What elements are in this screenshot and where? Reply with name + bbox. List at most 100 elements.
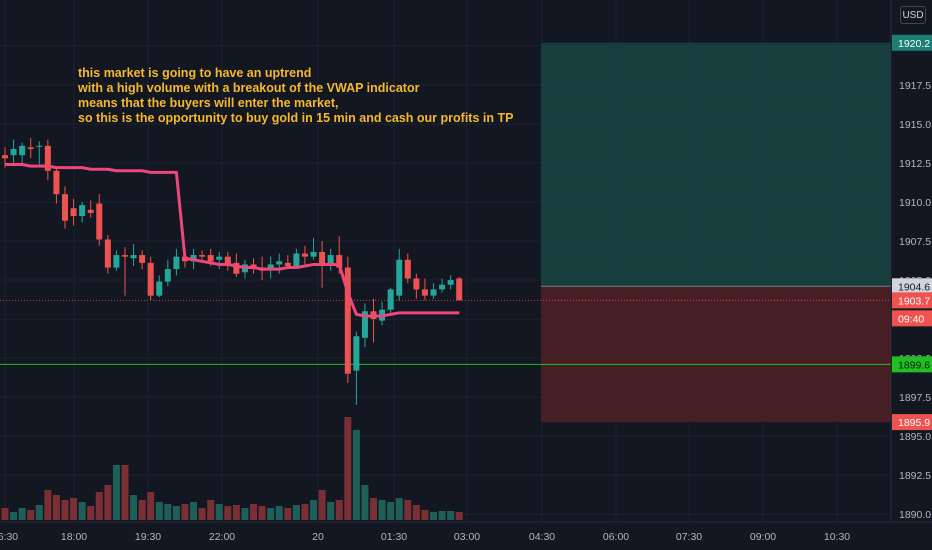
- volume-bar: [284, 508, 292, 520]
- volume-bar: [267, 508, 275, 520]
- volume-bar: [87, 506, 95, 520]
- candle-body: [353, 336, 360, 371]
- position-zones: [541, 42, 891, 423]
- candle-body: [44, 145, 51, 171]
- horizontal-line-label: 1899.6: [898, 359, 930, 371]
- bar-countdown-label-bg: [892, 310, 932, 327]
- volume-bar: [224, 506, 232, 520]
- candle-body: [139, 255, 146, 263]
- volume-bar: [275, 506, 283, 520]
- time-axis[interactable]: 16:30 18:00 19:30 22:00 20 01:30 03:00 04:30 06:…: [0, 521, 932, 550]
- volume-bar: [70, 498, 78, 520]
- candle-body: [413, 278, 420, 290]
- volume-bar: [387, 502, 395, 520]
- annotation-text[interactable]: this market is going to have an uptrend …: [78, 66, 538, 126]
- volume-bar: [232, 505, 240, 520]
- volume-bar: [207, 500, 215, 520]
- candle-body: [70, 208, 77, 217]
- volume-bar: [447, 511, 455, 520]
- price-axis[interactable]: 1890.01892.51895.01897.51900.01902.51905…: [890, 0, 932, 550]
- volume-bar: [215, 504, 223, 520]
- volume-bar: [95, 492, 103, 520]
- volume-bar: [35, 505, 43, 520]
- volume-bar: [190, 502, 198, 520]
- candle-body: [199, 255, 206, 257]
- candle-body: [53, 170, 60, 195]
- y-tick-label: 1907.5: [899, 236, 931, 248]
- candle-body: [233, 262, 240, 274]
- y-tick-label: 1892.5: [899, 470, 931, 482]
- candle-body: [301, 253, 308, 257]
- candle-body: [456, 278, 463, 301]
- candle-body: [447, 280, 454, 285]
- volume-bar: [198, 508, 206, 520]
- vwap-line: [5, 163, 460, 318]
- time-axis-bg: [0, 522, 932, 550]
- take-profit-zone: [541, 42, 891, 287]
- x-tick-label: 22:00: [209, 531, 235, 543]
- y-tick-label: 1910.0: [899, 197, 931, 209]
- price-labels: 1920.2 1904.6 1903.7 09:40 1899.6 1895.9: [892, 34, 932, 431]
- volume-bar: [138, 500, 146, 520]
- x-tick-label: 01:30: [381, 531, 407, 543]
- candle-body: [276, 261, 283, 265]
- volume-bar: [301, 504, 309, 520]
- bar-countdown-label: 09:40: [898, 313, 924, 325]
- candle-body: [147, 262, 154, 296]
- volume-bar: [455, 512, 463, 520]
- y-tick-label: 1897.5: [899, 392, 931, 404]
- candle-body: [336, 255, 343, 268]
- candle-body: [19, 145, 26, 156]
- volume-bar: [335, 500, 343, 520]
- y-tick-label: 1912.5: [899, 158, 931, 170]
- take-profit-label: 1920.2: [898, 38, 930, 50]
- candle-body: [396, 259, 403, 296]
- candle-body: [130, 255, 137, 259]
- candle-body: [27, 147, 34, 149]
- y-tick-label: 1917.5: [899, 80, 931, 92]
- last-price-label-bg: [892, 292, 932, 309]
- last-price-label: 1903.7: [898, 295, 930, 307]
- volume-bar: [361, 485, 369, 520]
- annotation-line: with a high volume with a breakout of th…: [78, 81, 420, 95]
- volume-bar: [10, 512, 18, 520]
- candle-body: [439, 284, 446, 290]
- volume-bar: [352, 430, 360, 520]
- volume-bar: [344, 417, 352, 520]
- x-tick-label: 09:00: [750, 531, 776, 543]
- volume-bar: [327, 502, 335, 520]
- candle-body: [156, 281, 163, 296]
- volume-bar: [147, 492, 155, 520]
- horizontal-lines: [0, 299, 891, 365]
- volume-bar: [130, 495, 138, 520]
- volume-bar: [44, 490, 52, 520]
- volume-bar: [172, 506, 180, 520]
- currency-button[interactable]: USD: [900, 6, 926, 24]
- annotation-line: this market is going to have an uptrend: [78, 66, 312, 80]
- candle-body: [36, 145, 43, 147]
- stop-loss-label: 1895.9: [898, 417, 930, 429]
- candle-body: [293, 253, 300, 266]
- candle-body: [344, 267, 351, 374]
- x-tick-label: 19:30: [135, 531, 161, 543]
- x-tick-label: 10:30: [824, 531, 850, 543]
- horizontal-line-label-bg: [892, 356, 932, 373]
- stop-loss-label-bg: [892, 414, 932, 431]
- candle-body: [87, 209, 94, 213]
- candle-body: [250, 264, 257, 268]
- x-tick-label: 04:30: [529, 531, 555, 543]
- volume-bar: [404, 500, 412, 520]
- candle-body: [327, 255, 334, 266]
- candle-body: [430, 289, 437, 296]
- candle-body: [79, 205, 86, 217]
- volume-bar: [395, 498, 403, 520]
- candle-body: [267, 264, 274, 270]
- candle-body: [207, 255, 214, 262]
- stop-loss-zone: [541, 286, 891, 423]
- candle-body: [121, 255, 128, 257]
- candle-body: [319, 251, 326, 266]
- volume-bar: [318, 490, 326, 520]
- x-tick-label: 18:00: [61, 531, 87, 543]
- candle-body: [61, 194, 68, 221]
